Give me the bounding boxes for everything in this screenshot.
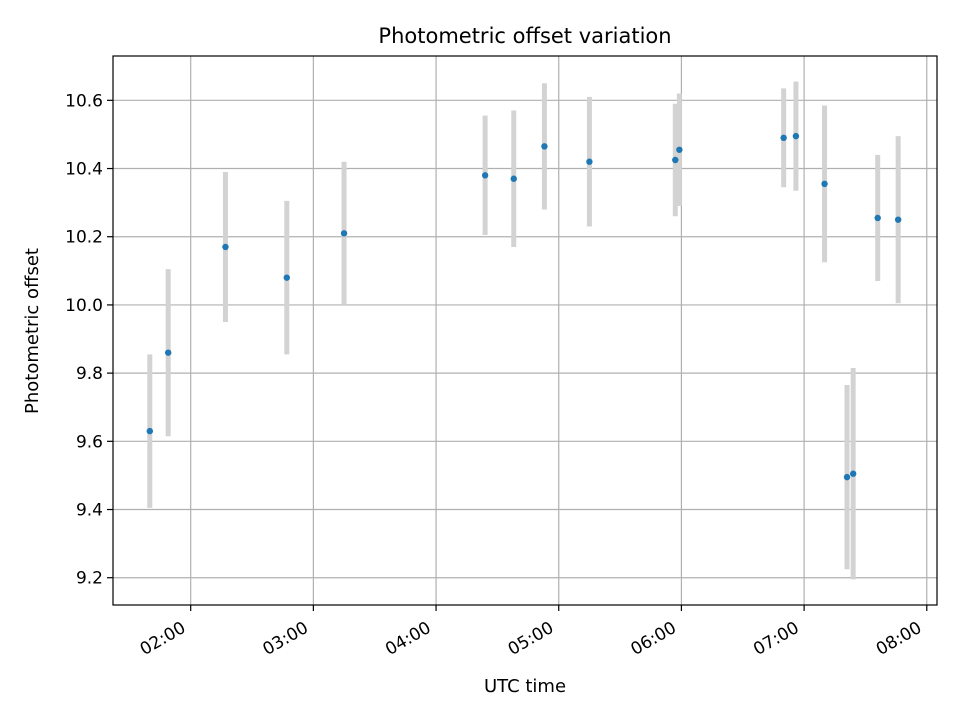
plot-area-frame — [112, 55, 938, 606]
data-point — [676, 146, 683, 153]
data-point — [849, 470, 857, 477]
y-axis-ticks: 9.2 9.4 9.6 9.8 10.0 10.2 10.4 10.6 — [65, 91, 113, 589]
data-point — [672, 156, 679, 164]
chart-title: Photometric offset variation — [378, 24, 671, 48]
data-point — [222, 243, 229, 251]
y-tick-label: 9.6 — [76, 432, 103, 452]
y-tick-label: 10.0 — [65, 296, 103, 316]
y-axis-label: Photometric offset — [22, 248, 43, 414]
data-point — [874, 214, 881, 222]
data-point — [894, 216, 902, 223]
data-points — [146, 132, 902, 481]
data-point — [843, 473, 851, 481]
data-point — [340, 230, 348, 237]
data-point — [283, 274, 290, 281]
data-point — [821, 180, 828, 188]
y-tick-label: 9.8 — [76, 364, 103, 384]
y-tick-label: 9.4 — [76, 501, 103, 521]
x-axis-label: UTC time — [484, 676, 566, 697]
data-point — [481, 172, 489, 179]
data-point — [586, 158, 593, 165]
y-tick-label: 10.6 — [65, 91, 103, 111]
grid — [113, 56, 937, 605]
data-point — [780, 134, 787, 142]
y-tick-label: 10.4 — [65, 160, 103, 180]
data-point — [792, 132, 800, 140]
data-point — [541, 143, 548, 150]
data-point — [146, 427, 154, 435]
data-point — [165, 349, 172, 356]
data-point — [510, 175, 517, 182]
y-tick-label: 10.2 — [65, 228, 103, 248]
y-tick-label: 9.2 — [76, 569, 103, 589]
